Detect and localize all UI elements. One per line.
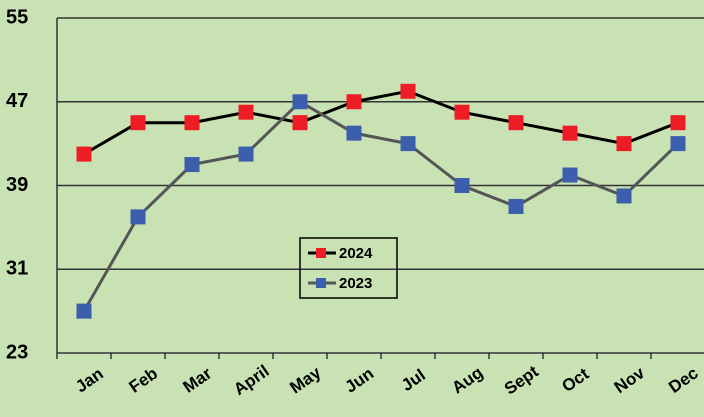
series-line bbox=[82, 99, 680, 312]
data-point bbox=[616, 188, 632, 204]
x-tick-label: Feb bbox=[126, 364, 162, 397]
data-point bbox=[508, 115, 524, 131]
y-tick-label: 31 bbox=[6, 258, 28, 280]
x-tick-label: Sept bbox=[501, 362, 542, 399]
data-point bbox=[76, 303, 92, 319]
data-point bbox=[346, 94, 362, 110]
data-point bbox=[238, 146, 254, 162]
data-point bbox=[130, 209, 146, 225]
data-point bbox=[76, 146, 92, 162]
y-tick-label: 47 bbox=[6, 90, 28, 112]
data-point bbox=[616, 136, 632, 152]
data-point bbox=[184, 157, 200, 173]
data-point bbox=[292, 94, 308, 110]
x-tick-label: Mar bbox=[180, 363, 216, 396]
x-tick-label: May bbox=[286, 363, 324, 398]
data-point bbox=[400, 83, 416, 99]
x-tick-label: Jul bbox=[398, 365, 429, 395]
data-point bbox=[508, 198, 524, 214]
legend-label: 2023 bbox=[339, 275, 372, 292]
y-tick-label: 55 bbox=[6, 6, 28, 28]
data-point bbox=[562, 167, 578, 183]
y-tick-label: 39 bbox=[6, 174, 28, 196]
data-point bbox=[130, 115, 146, 131]
x-tick-label: Jan bbox=[72, 364, 107, 396]
x-tick-label: Nov bbox=[611, 363, 649, 397]
data-point bbox=[346, 125, 362, 141]
series-line bbox=[83, 89, 679, 156]
legend-marker bbox=[316, 278, 326, 288]
x-tick-label: Oct bbox=[558, 364, 592, 396]
x-tick-label: Aug bbox=[448, 363, 486, 398]
legend-marker bbox=[316, 248, 326, 258]
data-point bbox=[292, 115, 308, 131]
data-point bbox=[562, 125, 578, 141]
legend-box bbox=[299, 237, 398, 299]
data-point bbox=[400, 136, 416, 152]
x-tick-label: Jun bbox=[342, 364, 378, 397]
legend: 2024 2023 bbox=[299, 237, 398, 299]
data-point bbox=[670, 136, 686, 152]
y-tick-label: 23 bbox=[6, 341, 28, 363]
data-point bbox=[454, 104, 470, 120]
x-tick-label: April bbox=[230, 361, 273, 399]
data-point bbox=[454, 178, 470, 193]
legend-label: 2024 bbox=[339, 245, 373, 262]
data-point bbox=[184, 115, 200, 131]
data-point bbox=[238, 104, 254, 120]
x-tick-label: Dec bbox=[665, 363, 701, 396]
data-point bbox=[670, 115, 686, 131]
